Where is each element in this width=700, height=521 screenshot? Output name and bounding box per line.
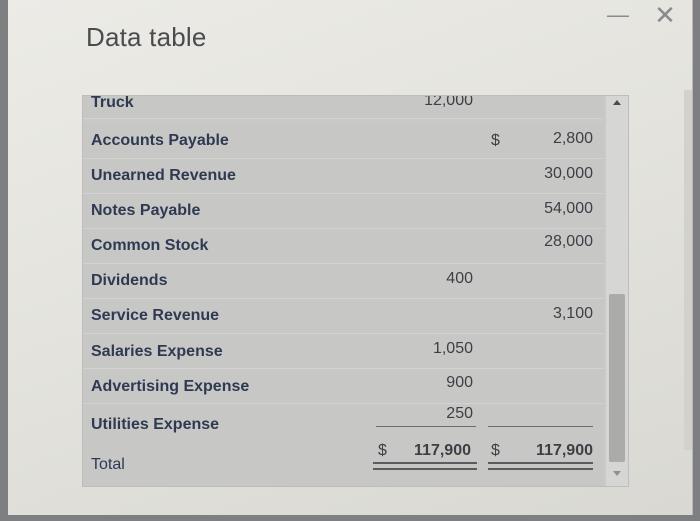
row-label: Accounts Payable [91, 132, 229, 149]
row-label: Common Stock [91, 237, 209, 254]
scrollbar-thumb[interactable] [609, 294, 625, 462]
debit-value: 12,000 [424, 95, 473, 109]
row-label: Notes Payable [91, 202, 201, 219]
table-row: Service Revenue 3,100 [83, 299, 603, 334]
row-label: Dividends [91, 272, 168, 289]
table-row: Unearned Revenue 30,000 [83, 159, 603, 194]
scroll-down-arrow-icon[interactable] [613, 471, 621, 476]
table-scrollbar[interactable] [606, 96, 628, 486]
dialog-title: Data table [86, 22, 207, 52]
row-label: Utilities Expense [91, 416, 220, 433]
credit-value: 30,000 [544, 165, 593, 182]
double-underline [488, 462, 593, 470]
total-credit-value: 117,900 [536, 442, 593, 459]
table-row: Truck 12,000 [83, 95, 603, 119]
total-debit-value: 117,900 [414, 442, 471, 459]
table-row: Advertising Expense 900 [83, 369, 603, 404]
currency-symbol: $ [491, 442, 500, 459]
debit-value: 900 [446, 374, 473, 391]
close-button[interactable]: ✕ [654, 0, 676, 30]
credit-value: 2,800 [552, 130, 593, 147]
data-table-dialog: Data table — ✕ Truck 12,000 Accounts Pay… [8, 0, 693, 515]
table-row: Dividends 400 [83, 264, 603, 299]
table-row: Accounts Payable $ 2,800 [83, 124, 603, 159]
table-row: Utilities Expense 250 [83, 404, 603, 439]
row-label: Truck [91, 95, 134, 111]
data-table: Truck 12,000 Accounts Payable $ 2,800 Un… [82, 95, 629, 487]
currency-symbol: $ [378, 442, 387, 459]
double-underline [373, 462, 477, 470]
minimize-button[interactable]: — [607, 2, 629, 27]
currency-symbol: $ [491, 132, 500, 149]
total-label: Total [91, 456, 125, 473]
row-label: Service Revenue [91, 307, 220, 324]
debit-value: 1,050 [432, 340, 473, 357]
background-window-edge [684, 90, 692, 450]
debit-value: 250 [446, 405, 473, 422]
subtotal-line [376, 426, 476, 427]
table-row: Common Stock 28,000 [83, 229, 603, 264]
table-row: Notes Payable 54,000 [83, 194, 603, 229]
credit-value: 28,000 [544, 233, 593, 250]
row-label: Unearned Revenue [91, 167, 236, 184]
subtotal-line [488, 426, 593, 427]
table-row: Salaries Expense 1,050 [83, 334, 603, 369]
credit-value: 54,000 [544, 200, 593, 217]
scroll-up-arrow-icon[interactable] [613, 100, 621, 105]
debit-value: 400 [446, 270, 473, 287]
row-label: Advertising Expense [91, 378, 250, 395]
row-label: Salaries Expense [91, 343, 223, 360]
credit-value: 3,100 [552, 305, 593, 322]
